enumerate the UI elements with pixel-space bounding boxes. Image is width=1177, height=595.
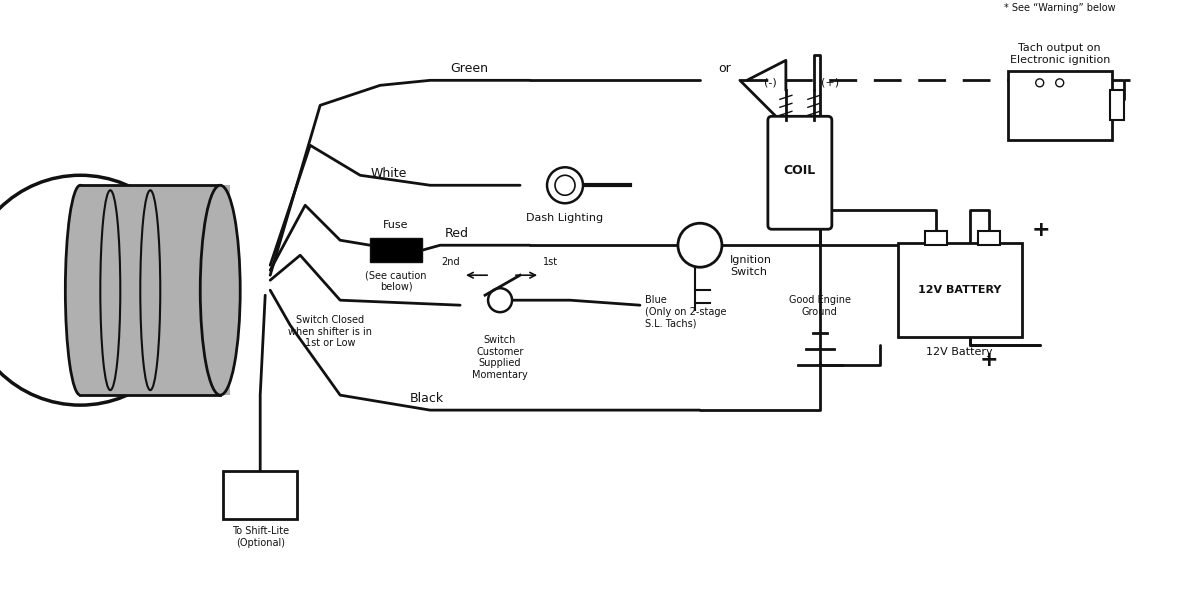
Text: Black: Black bbox=[410, 392, 444, 405]
Text: (See caution
below): (See caution below) bbox=[365, 270, 427, 292]
Ellipse shape bbox=[200, 185, 240, 395]
FancyBboxPatch shape bbox=[898, 243, 1022, 337]
Text: 2nd: 2nd bbox=[441, 257, 460, 267]
Text: 1st: 1st bbox=[543, 257, 558, 267]
Bar bbox=[370, 238, 423, 262]
Text: (+): (+) bbox=[820, 77, 839, 87]
FancyBboxPatch shape bbox=[1008, 71, 1111, 140]
Ellipse shape bbox=[66, 185, 95, 395]
Text: To Shift-Lite
(Optional): To Shift-Lite (Optional) bbox=[232, 526, 288, 547]
Circle shape bbox=[547, 167, 583, 203]
Text: (-): (-) bbox=[764, 77, 777, 87]
Text: COIL: COIL bbox=[784, 164, 816, 177]
Text: Switch
Customer
Supplied
Momentary: Switch Customer Supplied Momentary bbox=[472, 335, 528, 380]
FancyBboxPatch shape bbox=[224, 471, 297, 519]
Text: 12V Battery: 12V Battery bbox=[926, 347, 993, 357]
Text: Switch Closed
when shifter is in
1st or Low: Switch Closed when shifter is in 1st or … bbox=[288, 315, 372, 349]
Circle shape bbox=[488, 288, 512, 312]
Text: Red: Red bbox=[445, 227, 470, 240]
Text: or: or bbox=[718, 62, 731, 76]
Bar bbox=[978, 231, 999, 245]
Text: Dash Lighting: Dash Lighting bbox=[526, 213, 604, 223]
Text: Blue
(Only on 2-stage
S.L. Tachs): Blue (Only on 2-stage S.L. Tachs) bbox=[645, 295, 726, 328]
Text: +: + bbox=[1032, 220, 1050, 240]
Text: White: White bbox=[370, 167, 406, 180]
Circle shape bbox=[678, 223, 722, 267]
Text: Tach output on
Electronic ignition: Tach output on Electronic ignition bbox=[1010, 43, 1110, 65]
Circle shape bbox=[0, 176, 195, 405]
Bar bbox=[80, 185, 231, 395]
Bar bbox=[925, 231, 946, 245]
Text: Good Engine
Ground: Good Engine Ground bbox=[789, 295, 851, 317]
Text: Ignition
Switch: Ignition Switch bbox=[730, 255, 772, 277]
Text: 12V BATTERY: 12V BATTERY bbox=[918, 285, 1002, 295]
Text: Fuse: Fuse bbox=[384, 220, 408, 230]
Text: * See “Warning” below: * See “Warning” below bbox=[1004, 3, 1116, 13]
Text: +: + bbox=[979, 350, 998, 370]
Text: Green: Green bbox=[450, 62, 488, 76]
Bar bbox=[1110, 90, 1124, 120]
FancyBboxPatch shape bbox=[767, 116, 832, 229]
